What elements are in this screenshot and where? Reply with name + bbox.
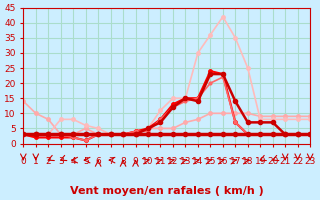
X-axis label: Vent moyen/en rafales ( km/h ): Vent moyen/en rafales ( km/h ) — [70, 186, 264, 196]
